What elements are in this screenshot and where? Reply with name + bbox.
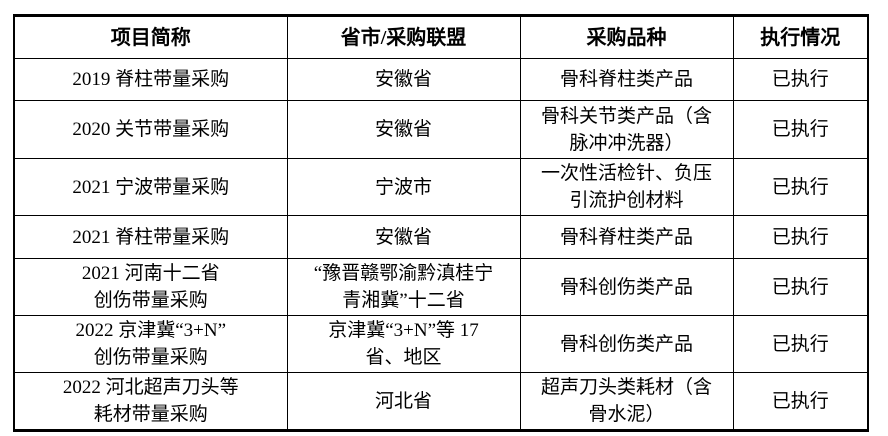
table-row: 2022 京津冀“3+N” 创伤带量采购 京津冀“3+N”等 17 省、地区 骨… bbox=[13, 315, 869, 373]
cell-variety: 骨科脊柱类产品 bbox=[519, 215, 734, 259]
header-row: 项目简称 省市/采购联盟 采购品种 执行情况 bbox=[13, 15, 869, 59]
cell-project: 2021 河南十二省 创伤带量采购 bbox=[13, 258, 288, 316]
cell-project: 2022 京津冀“3+N” 创伤带量采购 bbox=[13, 315, 288, 373]
cell-project: 2022 河北超声刀头等 耗材带量采购 bbox=[13, 372, 288, 431]
procurement-table: 项目简称 省市/采购联盟 采购品种 执行情况 2019 脊柱带量采购 安徽省 骨… bbox=[13, 14, 869, 432]
cell-variety: 骨科脊柱类产品 bbox=[519, 58, 734, 101]
cell-status: 已执行 bbox=[732, 215, 869, 259]
cell-project: 2021 宁波带量采购 bbox=[13, 158, 288, 216]
cell-status: 已执行 bbox=[732, 58, 869, 101]
cell-region: 安徽省 bbox=[286, 215, 521, 259]
cell-status: 已执行 bbox=[732, 258, 869, 316]
cell-region: “豫晋赣鄂渝黔滇桂宁 青湘冀”十二省 bbox=[286, 258, 521, 316]
table-row: 2020 关节带量采购 安徽省 骨科关节类产品（含 脉冲冲洗器） 已执行 bbox=[13, 100, 869, 159]
cell-region: 宁波市 bbox=[286, 158, 521, 216]
cell-status: 已执行 bbox=[732, 315, 869, 373]
cell-variety: 骨科创伤类产品 bbox=[519, 258, 734, 316]
cell-variety: 骨科关节类产品（含 脉冲冲洗器） bbox=[519, 100, 734, 159]
cell-status: 已执行 bbox=[732, 100, 869, 159]
cell-region: 安徽省 bbox=[286, 58, 521, 101]
cell-variety: 一次性活检针、负压 引流护创材料 bbox=[519, 158, 734, 216]
cell-region: 安徽省 bbox=[286, 100, 521, 159]
table-row: 2022 河北超声刀头等 耗材带量采购 河北省 超声刀头类耗材（含 骨水泥） 已… bbox=[13, 372, 869, 431]
cell-project: 2020 关节带量采购 bbox=[13, 100, 288, 159]
cell-project: 2019 脊柱带量采购 bbox=[13, 58, 288, 101]
column-header-variety: 采购品种 bbox=[519, 15, 734, 59]
table-row: 2019 脊柱带量采购 安徽省 骨科脊柱类产品 已执行 bbox=[13, 58, 869, 101]
cell-variety: 超声刀头类耗材（含 骨水泥） bbox=[519, 372, 734, 431]
table-row: 2021 脊柱带量采购 安徽省 骨科脊柱类产品 已执行 bbox=[13, 215, 869, 259]
cell-variety: 骨科创伤类产品 bbox=[519, 315, 734, 373]
cell-status: 已执行 bbox=[732, 158, 869, 216]
table-row: 2021 河南十二省 创伤带量采购 “豫晋赣鄂渝黔滇桂宁 青湘冀”十二省 骨科创… bbox=[13, 258, 869, 316]
column-header-project: 项目简称 bbox=[13, 15, 288, 59]
table-header: 项目简称 省市/采购联盟 采购品种 执行情况 bbox=[13, 15, 869, 59]
cell-region: 京津冀“3+N”等 17 省、地区 bbox=[286, 315, 521, 373]
cell-region: 河北省 bbox=[286, 372, 521, 431]
table-body: 2019 脊柱带量采购 安徽省 骨科脊柱类产品 已执行 2020 关节带量采购 … bbox=[13, 58, 869, 431]
table-row: 2021 宁波带量采购 宁波市 一次性活检针、负压 引流护创材料 已执行 bbox=[13, 158, 869, 216]
cell-project: 2021 脊柱带量采购 bbox=[13, 215, 288, 259]
column-header-region: 省市/采购联盟 bbox=[286, 15, 521, 59]
cell-status: 已执行 bbox=[732, 372, 869, 431]
column-header-status: 执行情况 bbox=[732, 15, 869, 59]
